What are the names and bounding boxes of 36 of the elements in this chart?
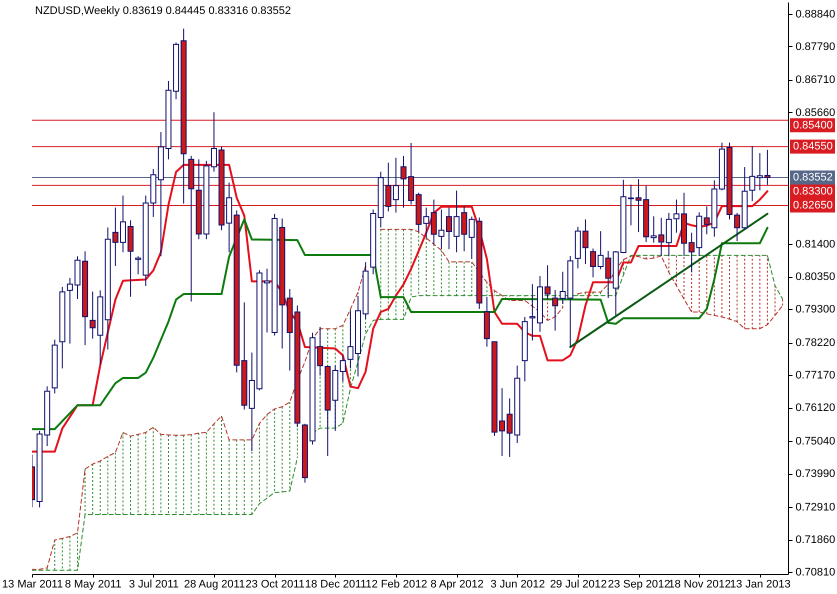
x-tick-label: 8 Apr 2012: [430, 578, 484, 590]
y-tick-label: 0.78220: [796, 337, 836, 350]
ref-line-label: 0.82650: [793, 200, 833, 212]
x-tick-label: 18 Nov 2012: [668, 578, 731, 590]
x-tick-label: 8 May 2011: [64, 578, 122, 590]
y-tick-label: 0.88840: [796, 8, 836, 20]
ref-line-label: 0.84550: [793, 140, 833, 153]
y-tick-label: 0.79300: [796, 304, 836, 316]
y-tick-label: 0.85660: [796, 106, 836, 119]
y-tick-label: 0.77170: [796, 370, 836, 382]
ref-line-label: 0.83552: [793, 172, 833, 184]
y-tick-label: 0.86710: [796, 74, 836, 86]
x-tick-label: 3 Jun 2012: [490, 578, 545, 590]
x-tick-label: 3 Jul 2011: [128, 578, 179, 590]
x-tick-label: 18 Dec 2011: [304, 578, 367, 590]
y-tick-label: 0.73990: [796, 468, 836, 480]
y-tick-label: 0.80350: [796, 271, 836, 284]
ref-line-label: 0.83300: [793, 186, 833, 198]
x-tick-label: 23 Oct 2011: [246, 578, 305, 590]
candlestick: [476, 217, 482, 310]
x-tick-label: 28 Aug 2011: [184, 578, 245, 590]
y-tick-label: 0.75040: [796, 436, 836, 448]
line-series: [32, 218, 768, 430]
y-tick-label: 0.70810: [796, 566, 836, 579]
x-tick-label: 12 Feb 2012: [366, 578, 428, 590]
y-tick-label: 0.72910: [796, 502, 836, 514]
ref-line-label: 0.85400: [793, 119, 833, 132]
x-tick-label: 23 Sep 2012: [608, 578, 670, 590]
y-tick-label: 0.76120: [796, 402, 836, 414]
y-tick-label: 0.81400: [796, 238, 836, 251]
x-tick-label: 13 Jan 2013: [730, 578, 791, 590]
y-tick-label: 0.71860: [796, 534, 836, 546]
y-tick-label: 0.87790: [796, 40, 836, 53]
x-tick-label: 29 Jul 2012: [550, 578, 607, 590]
chart-title: NZDUSD,Weekly 0.83619 0.84445 0.83316 0.83552: [35, 5, 292, 17]
x-tick-label: 13 Mar 2011: [2, 578, 63, 590]
